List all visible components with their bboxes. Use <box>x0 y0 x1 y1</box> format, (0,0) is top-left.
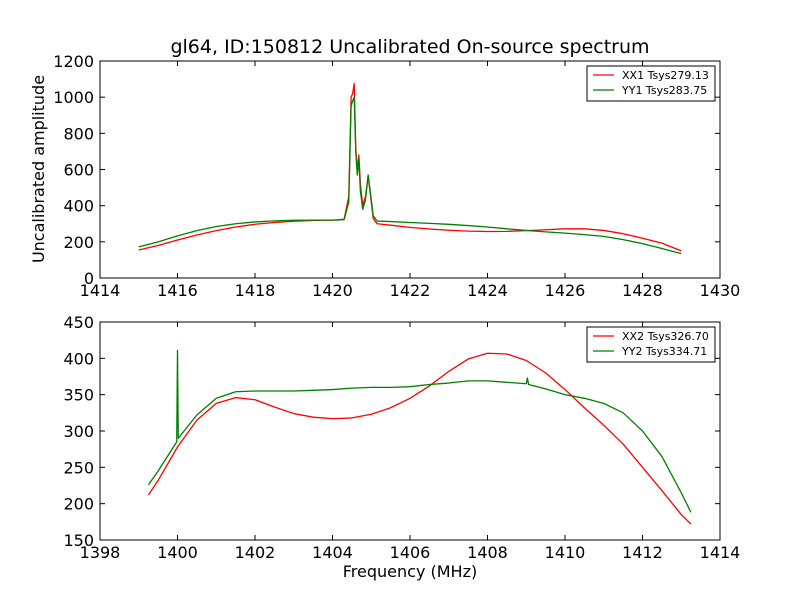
series-line-xx1 <box>138 82 682 252</box>
y-tick-label: 400 <box>63 349 94 368</box>
legend-label-yy2: YY2 Tsys334.71 <box>621 345 707 358</box>
bottom-panel: 1398 1400 1402 1404 1406 1408 1410 1412 1414 150 2… <box>63 313 740 581</box>
x-tick-label: 1424 <box>467 281 508 300</box>
legend-label-xx2: XX2 Tsys326.70 <box>622 330 709 343</box>
y-tick-label: 1000 <box>53 88 94 107</box>
chart-title: gl64, ID:150812 Uncalibrated On-source s… <box>170 36 649 58</box>
bottom-legend: XX2 Tsys326.70 YY2 Tsys334.71 <box>586 326 716 363</box>
legend-label-yy1: YY1 Tsys283.75 <box>621 84 707 97</box>
x-tick-label: 1428 <box>622 281 663 300</box>
y-tick-label: 1200 <box>53 52 94 71</box>
y-tick-label: 200 <box>63 495 94 514</box>
x-tick-label: 1418 <box>235 281 276 300</box>
y-tick-label: 300 <box>63 422 94 441</box>
x-tick-label: 1402 <box>235 543 276 562</box>
x-tick-label: 1398 <box>80 543 121 562</box>
y-tick-label: 600 <box>63 161 94 180</box>
bottom-panel-frame <box>99 321 721 541</box>
x-tick-label: 1414 <box>700 543 741 562</box>
top-panel-frame <box>99 60 721 279</box>
top-panel-ticks: 1414 1416 1418 1420 1422 1424 1426 1428 1430 0 200… <box>53 52 740 300</box>
series-line-yy1 <box>138 96 682 255</box>
x-tick-label: 1430 <box>700 281 741 300</box>
y-tick-label: 800 <box>63 124 94 143</box>
x-tick-label: 1400 <box>157 543 198 562</box>
y-tick-label: 450 <box>63 313 94 332</box>
y-tick-label: 0 <box>84 269 94 288</box>
top-panel: 1414 1416 1418 1420 1422 1424 1426 1428 1430 0 200… <box>29 52 740 300</box>
x-tick-label: 1406 <box>390 543 431 562</box>
y-tick-label: 150 <box>63 531 94 550</box>
top-panel-series <box>138 82 682 255</box>
bottom-panel-series <box>147 349 692 525</box>
x-axis-label: Frequency (MHz) <box>343 562 477 581</box>
x-tick-label: 1422 <box>390 281 431 300</box>
top-legend-box <box>586 65 716 102</box>
x-tick-label: 1412 <box>622 543 663 562</box>
legend-label-xx1: XX1 Tsys279.13 <box>622 69 709 82</box>
x-tick-label: 1416 <box>157 281 198 300</box>
x-tick-label: 1410 <box>545 543 586 562</box>
bottom-legend-box <box>586 326 716 363</box>
x-tick-label: 1404 <box>312 543 353 562</box>
bottom-panel-ticks: 1398 1400 1402 1404 1406 1408 1410 1412 1414 150 2… <box>63 313 740 562</box>
x-tick-label: 1426 <box>545 281 586 300</box>
y-tick-label: 350 <box>63 386 94 405</box>
top-y-axis-label: Uncalibrated amplitude <box>29 75 48 263</box>
top-legend: XX1 Tsys279.13 YY1 Tsys283.75 <box>586 65 716 102</box>
x-tick-label: 1408 <box>467 543 508 562</box>
series-line-xx2 <box>147 352 692 525</box>
x-tick-label: 1414 <box>80 281 121 300</box>
y-tick-label: 250 <box>63 458 94 477</box>
series-line-yy2 <box>147 349 692 513</box>
y-tick-label: 400 <box>63 197 94 216</box>
y-tick-label: 200 <box>63 233 94 252</box>
x-tick-label: 1420 <box>312 281 353 300</box>
